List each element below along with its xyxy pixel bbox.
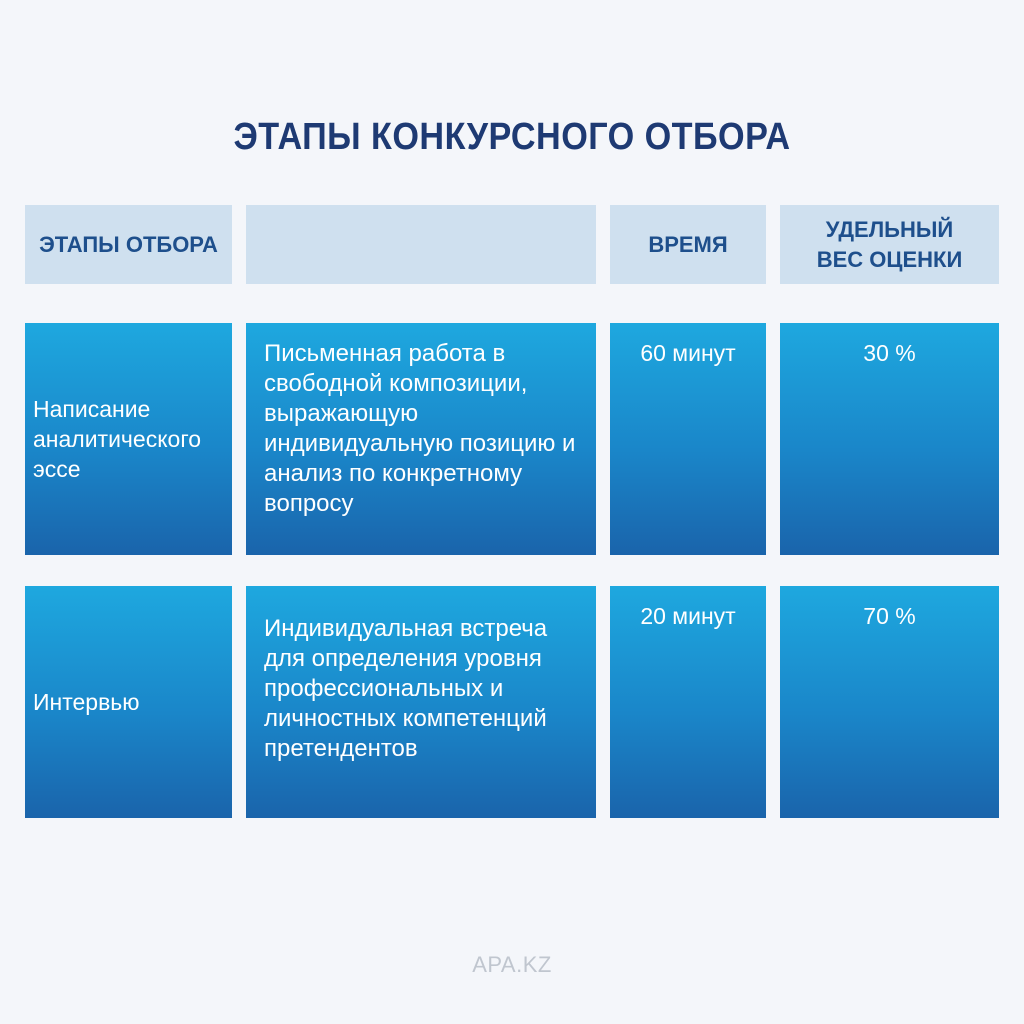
row-2-weight-text: 70 % — [863, 603, 916, 629]
watermark-logo: APA.KZ — [472, 952, 552, 977]
row-2-weight: 70 % — [780, 586, 999, 818]
page-title: ЭТАПЫ КОНКУРСНОГО ОТБОРА — [233, 116, 791, 158]
row-1-time-text: 60 минут — [640, 340, 736, 366]
row-1-weight-text: 30 % — [863, 340, 916, 366]
header-time: ВРЕМЯ — [610, 205, 766, 284]
header-weight-label: УДЕЛЬНЫЙ ВЕС ОЦЕНКИ — [816, 216, 963, 272]
header-stage: ЭТАПЫ ОТБОРА — [25, 205, 232, 284]
row-1-stage: Написание аналитического эссе — [25, 323, 232, 555]
header-time-label: ВРЕМЯ — [648, 231, 728, 257]
row-2-description: Индивидуальная встреча для определения у… — [246, 586, 596, 818]
header-description — [246, 205, 596, 284]
row-2-time-text: 20 минут — [640, 603, 736, 629]
header-weight: УДЕЛЬНЫЙ ВЕС ОЦЕНКИ — [780, 205, 999, 284]
row-1-description: Письменная работа в свободной композиции… — [246, 323, 596, 555]
row-1-description-text: Письменная работа в свободной композиции… — [264, 340, 576, 517]
row-1-weight: 30 % — [780, 323, 999, 555]
row-2-stage: Интервью — [25, 586, 232, 818]
row-2-description-text: Индивидуальная встреча для определения у… — [264, 615, 548, 762]
row-2-time: 20 минут — [610, 586, 766, 818]
header-stage-label: ЭТАПЫ ОТБОРА — [39, 231, 218, 257]
row-1-stage-text: Написание аналитического эссе — [33, 396, 201, 482]
row-1-time: 60 минут — [610, 323, 766, 555]
row-2-stage-text: Интервью — [33, 689, 140, 715]
